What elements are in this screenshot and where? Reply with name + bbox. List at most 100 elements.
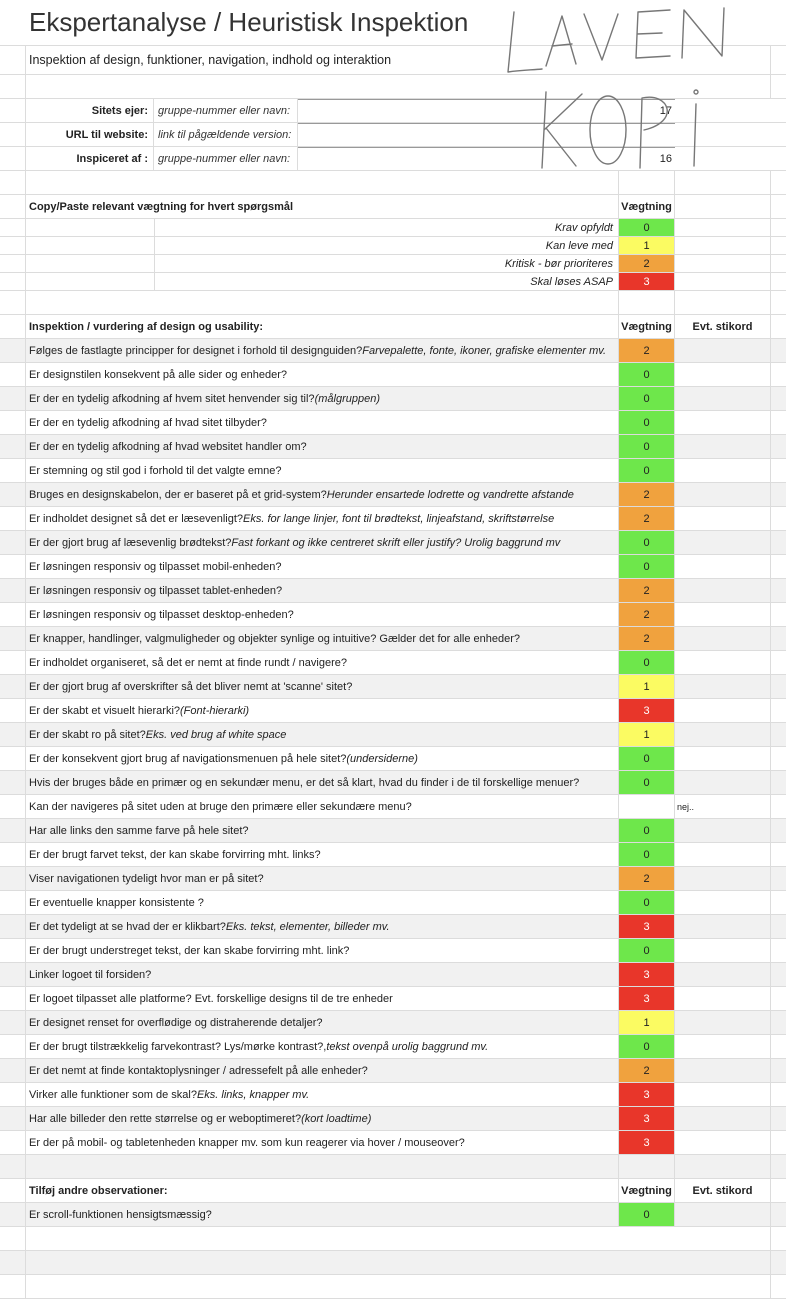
question-cell: Har alle billeder den rette størrelse og… [26,1107,619,1130]
note-cell[interactable] [675,483,771,506]
weight-score-cell[interactable]: 0 [619,363,675,386]
info-label: URL til website: [26,123,154,146]
weight-score-cell[interactable]: 0 [619,555,675,578]
weight-score-cell[interactable]: 0 [619,387,675,410]
question-row: Er der konsekvent gjort brug af navigati… [0,747,786,771]
note-cell[interactable] [675,891,771,914]
weight-score-cell[interactable]: 2 [619,483,675,506]
note-cell[interactable] [675,531,771,554]
note-cell[interactable] [675,1131,771,1154]
weight-score-cell[interactable]: 0 [619,651,675,674]
weight-score-cell[interactable]: 1 [619,675,675,698]
note-cell[interactable] [675,435,771,458]
note-cell[interactable] [675,579,771,602]
weight-score-cell[interactable]: 0 [619,435,675,458]
question-row: Kan der navigeres på sitet uden at bruge… [0,795,786,819]
note-cell[interactable] [675,459,771,482]
note-cell[interactable] [675,555,771,578]
note-cell[interactable] [675,747,771,770]
weight-score-cell[interactable]: 3 [619,699,675,722]
note-cell[interactable] [675,339,771,362]
weight-score-cell[interactable]: 2 [619,339,675,362]
note-cell[interactable] [675,771,771,794]
note-cell[interactable] [675,915,771,938]
question-row: Er der brugt understreget tekst, der kan… [0,939,786,963]
weight-score-cell[interactable]: 1 [619,723,675,746]
note-cell[interactable] [675,867,771,890]
question-cell: Er der brugt farvet tekst, der kan skabe… [26,843,619,866]
note-cell[interactable] [675,1083,771,1106]
weight-score-cell[interactable]: 2 [619,867,675,890]
weight-score-cell[interactable]: 3 [619,1131,675,1154]
weight-score-cell[interactable] [619,795,675,818]
question-cell: Viser navigationen tydeligt hvor man er … [26,867,619,890]
weight-score-cell[interactable]: 2 [619,627,675,650]
note-cell[interactable] [675,387,771,410]
question-cell: Er der en tydelig afkodning af hvad webs… [26,435,619,458]
question-text: Er indholdet designet så det er læsevenl… [29,512,244,525]
weight-score-cell[interactable]: 3 [619,1083,675,1106]
question-text: Virker alle funktioner som de skal? [29,1088,197,1101]
note-cell[interactable] [675,819,771,842]
weight-score-cell[interactable]: 0 [619,411,675,434]
note-cell[interactable] [675,699,771,722]
question-cell: Virker alle funktioner som de skal? Eks.… [26,1083,619,1106]
row-gutter [0,435,26,458]
note-cell[interactable] [675,1203,771,1226]
weight-score-cell[interactable]: 0 [619,531,675,554]
info-value-field[interactable]: 17 [298,99,675,122]
weight-score-cell[interactable]: 0 [619,939,675,962]
note-cell[interactable] [675,1035,771,1058]
weight-score-cell[interactable]: 3 [619,1107,675,1130]
weight-score-cell[interactable]: 0 [619,1203,675,1226]
weight-score-cell[interactable]: 0 [619,891,675,914]
question-text: Bruges en designskabelon, der er baseret… [29,488,327,501]
note-cell[interactable] [675,1059,771,1082]
info-value-field[interactable] [298,123,675,146]
note-cell[interactable] [675,651,771,674]
weight-score-cell[interactable]: 3 [619,963,675,986]
weight-score-cell[interactable]: 0 [619,843,675,866]
empty-cell [26,75,771,98]
weight-score-cell[interactable]: 0 [619,819,675,842]
weight-score-cell[interactable]: 3 [619,915,675,938]
weight-score-cell[interactable]: 2 [619,1059,675,1082]
note-cell[interactable] [675,411,771,434]
note-cell[interactable] [675,939,771,962]
note-cell[interactable] [675,723,771,746]
note-cell[interactable] [675,1107,771,1130]
question-cell: Hvis der bruges både en primær og en sek… [26,771,619,794]
question-row: Er der brugt tilstrækkelig farvekontrast… [0,1035,786,1059]
other-section: Er scroll-funktionen hensigtsmæssig? 0 [0,1203,786,1227]
question-text: Er der en tydelig afkodning af hvad site… [29,416,267,429]
question-row: Følges de fastlagte principper for desig… [0,339,786,363]
note-cell[interactable] [675,603,771,626]
note-cell[interactable] [675,1011,771,1034]
note-cell[interactable] [675,627,771,650]
weight-score-cell[interactable]: 3 [619,987,675,1010]
question-row: Er der en tydelig afkodning af hvem site… [0,387,786,411]
weight-score-cell[interactable]: 1 [619,1011,675,1034]
empty-row [0,1251,786,1275]
weight-score-cell[interactable]: 0 [619,459,675,482]
note-cell[interactable] [675,963,771,986]
note-cell[interactable] [675,987,771,1010]
question-text: Er der gjort brug af overskrifter så det… [29,680,353,693]
row-gutter [0,1203,26,1226]
note-cell[interactable] [675,843,771,866]
weight-score-cell[interactable]: 0 [619,771,675,794]
weight-score-cell[interactable]: 0 [619,1035,675,1058]
weight-score-cell[interactable]: 2 [619,603,675,626]
note-cell[interactable]: nej.. [675,795,771,818]
question-text: Er der gjort brug af læsevenlig brødteks… [29,536,232,549]
weight-score-cell[interactable]: 2 [619,579,675,602]
weight-score-cell[interactable]: 0 [619,747,675,770]
note-cell[interactable] [675,507,771,530]
legend-row: Skal løses ASAP 3 [0,273,786,291]
row-gutter [0,627,26,650]
question-cell: Er der gjort brug af overskrifter så det… [26,675,619,698]
info-value-field[interactable]: 16 [298,147,675,170]
note-cell[interactable] [675,363,771,386]
note-cell[interactable] [675,675,771,698]
weight-score-cell[interactable]: 2 [619,507,675,530]
